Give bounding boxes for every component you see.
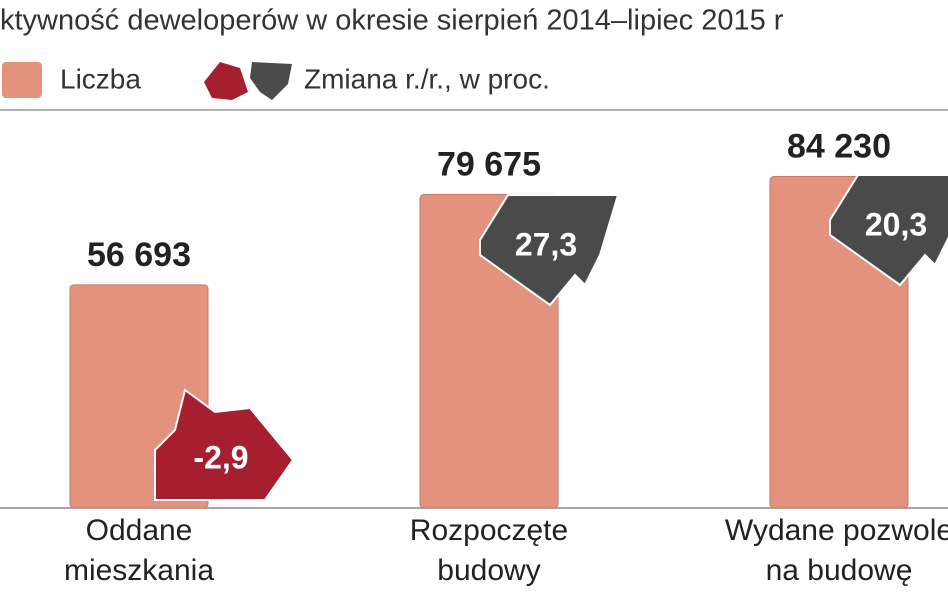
change-badge: [829, 174, 948, 287]
chart-title: ktywność deweloperów w okresie sierpień …: [0, 5, 784, 37]
x-tick-label: mieszkania: [64, 554, 214, 587]
x-tick-label: Wydane pozwole: [725, 514, 948, 547]
legend-swatch: [250, 62, 292, 100]
change-label: -2,9: [193, 439, 248, 475]
x-tick-label: Oddane: [86, 514, 193, 547]
legend-label: Liczba: [60, 63, 141, 94]
legend-swatch: [204, 62, 248, 100]
value-label: 84 230: [787, 127, 891, 165]
change-label: 27,3: [515, 226, 577, 262]
value-label: 79 675: [437, 145, 541, 183]
change-badge: [479, 194, 620, 307]
x-tick-label: budowy: [437, 554, 540, 587]
value-label: 56 693: [87, 236, 191, 274]
legend-swatch: [2, 62, 42, 98]
change-label: 20,3: [865, 206, 927, 242]
legend-label: Zmiana r./r., w proc.: [304, 63, 550, 94]
x-tick-label: Rozpoczęte: [410, 514, 568, 547]
x-tick-label: na budowę: [766, 554, 913, 587]
change-badge: [154, 388, 295, 501]
